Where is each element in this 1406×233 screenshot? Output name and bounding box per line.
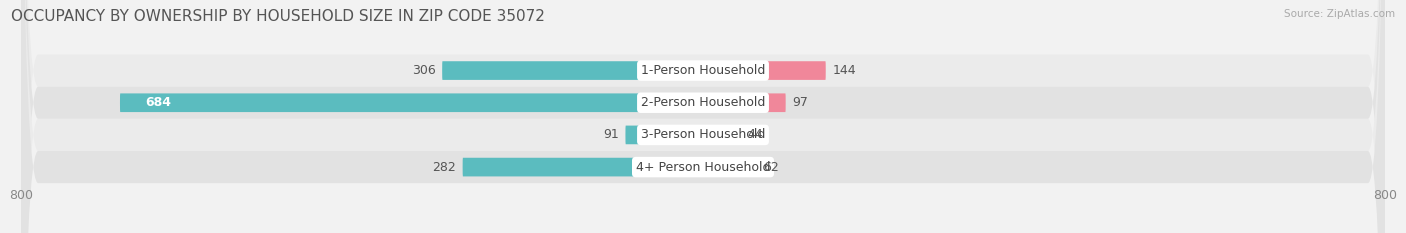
FancyBboxPatch shape (441, 61, 703, 80)
FancyBboxPatch shape (626, 126, 703, 144)
Text: 91: 91 (603, 128, 619, 141)
Text: 4+ Person Household: 4+ Person Household (636, 161, 770, 174)
FancyBboxPatch shape (21, 0, 1385, 233)
Text: 684: 684 (146, 96, 172, 109)
Text: 306: 306 (412, 64, 436, 77)
Text: 1-Person Household: 1-Person Household (641, 64, 765, 77)
Text: OCCUPANCY BY OWNERSHIP BY HOUSEHOLD SIZE IN ZIP CODE 35072: OCCUPANCY BY OWNERSHIP BY HOUSEHOLD SIZE… (11, 9, 546, 24)
FancyBboxPatch shape (703, 61, 825, 80)
Text: 62: 62 (762, 161, 779, 174)
Text: 144: 144 (832, 64, 856, 77)
Text: 97: 97 (793, 96, 808, 109)
FancyBboxPatch shape (21, 0, 1385, 233)
Text: 2-Person Household: 2-Person Household (641, 96, 765, 109)
FancyBboxPatch shape (703, 158, 756, 176)
Text: 282: 282 (432, 161, 456, 174)
FancyBboxPatch shape (703, 93, 786, 112)
Text: 3-Person Household: 3-Person Household (641, 128, 765, 141)
FancyBboxPatch shape (703, 126, 741, 144)
FancyBboxPatch shape (463, 158, 703, 176)
Text: Source: ZipAtlas.com: Source: ZipAtlas.com (1284, 9, 1395, 19)
Text: 44: 44 (748, 128, 763, 141)
FancyBboxPatch shape (21, 0, 1385, 233)
FancyBboxPatch shape (120, 93, 703, 112)
FancyBboxPatch shape (21, 0, 1385, 233)
Legend: Owner-occupied, Renter-occupied: Owner-occupied, Renter-occupied (569, 231, 837, 233)
